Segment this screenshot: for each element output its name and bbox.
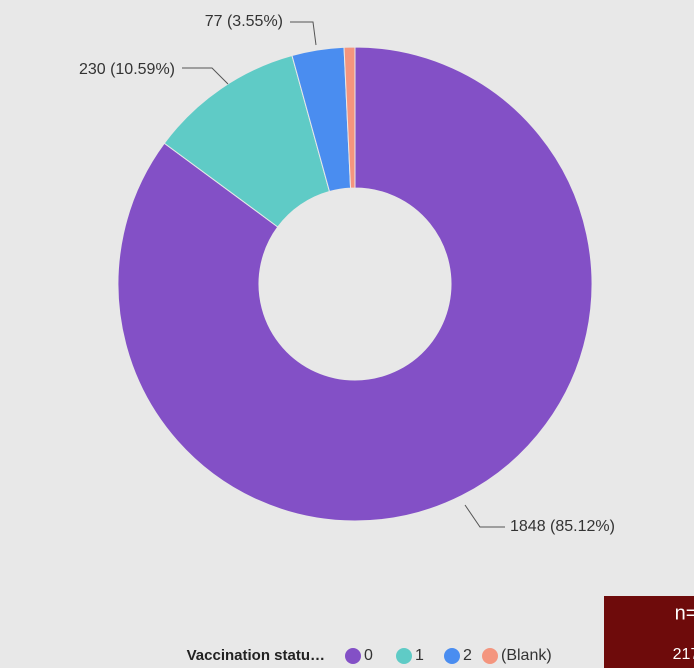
legend-marker (345, 648, 361, 664)
card-title: n= (675, 602, 694, 624)
leader-line (464, 504, 505, 528)
legend-label: 0 (364, 647, 373, 664)
leader-line (182, 67, 229, 85)
leader-line (290, 21, 317, 46)
legend-title: Vaccination statu… (187, 647, 325, 664)
card-value: 217 (673, 646, 694, 663)
legend-marker (482, 648, 498, 664)
data-label: 77 (3.55%) (205, 13, 283, 30)
legend-marker (396, 648, 412, 664)
data-label: 230 (10.59%) (79, 61, 175, 78)
slice (343, 46, 356, 189)
legend-label: (Blank) (501, 647, 552, 664)
legend-label: 1 (415, 647, 424, 664)
slice (163, 54, 331, 228)
legend-marker (444, 648, 460, 664)
legend-label: 2 (463, 647, 472, 664)
slice (117, 46, 593, 522)
card (604, 596, 694, 668)
data-label: 1848 (85.12%) (510, 518, 615, 535)
